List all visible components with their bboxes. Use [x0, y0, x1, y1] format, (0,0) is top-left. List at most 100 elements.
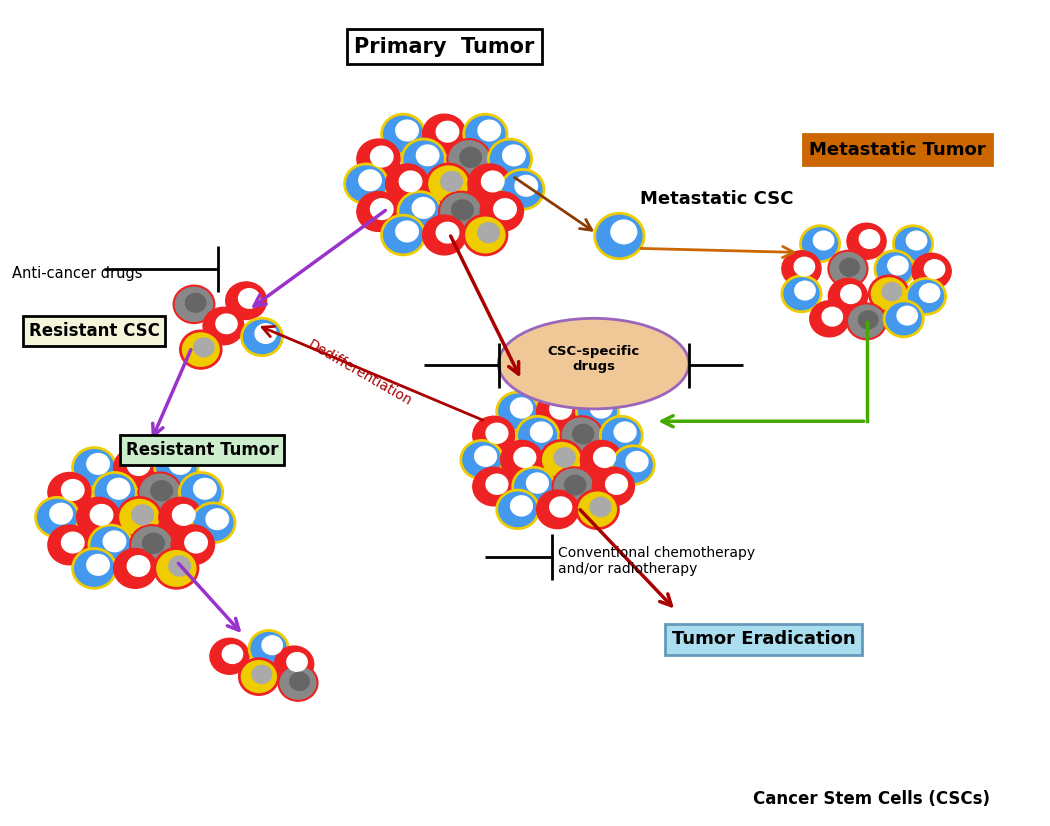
Ellipse shape	[576, 490, 618, 529]
Ellipse shape	[344, 164, 387, 204]
Ellipse shape	[565, 475, 586, 495]
Ellipse shape	[371, 146, 393, 167]
Ellipse shape	[612, 446, 654, 484]
Ellipse shape	[185, 532, 207, 553]
Ellipse shape	[169, 556, 190, 576]
Ellipse shape	[103, 531, 126, 552]
Ellipse shape	[882, 282, 902, 301]
Ellipse shape	[72, 548, 116, 588]
Ellipse shape	[417, 145, 439, 166]
Ellipse shape	[592, 468, 634, 506]
Ellipse shape	[550, 497, 571, 517]
Ellipse shape	[497, 490, 539, 529]
Ellipse shape	[151, 481, 172, 501]
Ellipse shape	[357, 139, 400, 179]
Ellipse shape	[512, 468, 554, 506]
Ellipse shape	[576, 392, 618, 430]
Text: Resistant Tumor: Resistant Tumor	[126, 441, 278, 459]
Ellipse shape	[62, 532, 84, 553]
Ellipse shape	[497, 392, 539, 430]
Ellipse shape	[611, 220, 636, 244]
Ellipse shape	[206, 509, 229, 529]
Ellipse shape	[426, 164, 470, 204]
Ellipse shape	[154, 448, 198, 487]
Ellipse shape	[887, 256, 908, 275]
Ellipse shape	[113, 448, 156, 487]
Ellipse shape	[537, 392, 579, 430]
Ellipse shape	[897, 306, 918, 325]
Ellipse shape	[550, 399, 571, 419]
Ellipse shape	[89, 525, 132, 565]
Text: Dedifferentiation: Dedifferentiation	[306, 338, 415, 409]
Ellipse shape	[216, 314, 237, 334]
Ellipse shape	[193, 338, 214, 357]
Ellipse shape	[486, 423, 508, 444]
Ellipse shape	[48, 472, 91, 512]
Ellipse shape	[423, 215, 466, 255]
Ellipse shape	[93, 472, 136, 512]
Ellipse shape	[381, 215, 425, 255]
Text: CSC-specific
drugs: CSC-specific drugs	[547, 345, 639, 373]
Ellipse shape	[180, 472, 223, 512]
Ellipse shape	[841, 285, 861, 303]
Text: Conventional chemotherapy
and/or radiotherapy: Conventional chemotherapy and/or radioth…	[558, 546, 755, 577]
Ellipse shape	[501, 169, 544, 209]
Ellipse shape	[87, 453, 109, 474]
Ellipse shape	[396, 120, 418, 140]
Ellipse shape	[274, 646, 314, 682]
Text: Cancer Stem Cells (CSCs): Cancer Stem Cells (CSCs)	[753, 790, 990, 808]
Ellipse shape	[472, 468, 514, 506]
Ellipse shape	[513, 448, 536, 468]
Text: Anti-cancer drugs: Anti-cancer drugs	[12, 265, 142, 281]
Ellipse shape	[590, 398, 612, 418]
Ellipse shape	[581, 440, 623, 479]
Text: Resistant CSC: Resistant CSC	[28, 321, 160, 339]
Ellipse shape	[396, 221, 418, 242]
Ellipse shape	[402, 139, 445, 179]
Ellipse shape	[503, 145, 525, 166]
Ellipse shape	[482, 171, 504, 192]
Ellipse shape	[494, 199, 517, 220]
Ellipse shape	[795, 281, 815, 300]
Ellipse shape	[87, 554, 109, 575]
Ellipse shape	[606, 474, 628, 494]
Ellipse shape	[794, 257, 815, 276]
Ellipse shape	[77, 497, 120, 537]
Ellipse shape	[601, 416, 643, 455]
Ellipse shape	[510, 398, 532, 418]
Ellipse shape	[810, 301, 848, 337]
Ellipse shape	[840, 259, 859, 277]
Ellipse shape	[186, 293, 206, 312]
Ellipse shape	[593, 448, 615, 468]
Ellipse shape	[530, 422, 552, 442]
Ellipse shape	[255, 324, 276, 344]
Ellipse shape	[572, 425, 593, 444]
Ellipse shape	[436, 121, 459, 142]
Ellipse shape	[464, 215, 507, 255]
Ellipse shape	[782, 276, 821, 311]
Ellipse shape	[552, 468, 594, 506]
Ellipse shape	[399, 171, 422, 192]
Ellipse shape	[223, 645, 243, 663]
Ellipse shape	[800, 225, 840, 262]
Text: Metastatic Tumor: Metastatic Tumor	[810, 140, 986, 159]
Ellipse shape	[847, 223, 886, 259]
Ellipse shape	[171, 525, 214, 565]
Ellipse shape	[561, 416, 603, 455]
Ellipse shape	[381, 114, 425, 154]
Ellipse shape	[127, 556, 150, 577]
Ellipse shape	[173, 286, 214, 323]
Ellipse shape	[537, 490, 579, 529]
Ellipse shape	[193, 478, 216, 499]
Ellipse shape	[894, 225, 932, 262]
Ellipse shape	[252, 666, 272, 683]
Ellipse shape	[249, 630, 289, 667]
Text: Metastatic CSC: Metastatic CSC	[639, 190, 794, 208]
Ellipse shape	[441, 172, 462, 192]
Ellipse shape	[413, 197, 435, 218]
Ellipse shape	[62, 480, 84, 501]
Ellipse shape	[869, 276, 908, 311]
Ellipse shape	[626, 452, 648, 472]
Ellipse shape	[447, 139, 490, 179]
Ellipse shape	[782, 251, 821, 287]
